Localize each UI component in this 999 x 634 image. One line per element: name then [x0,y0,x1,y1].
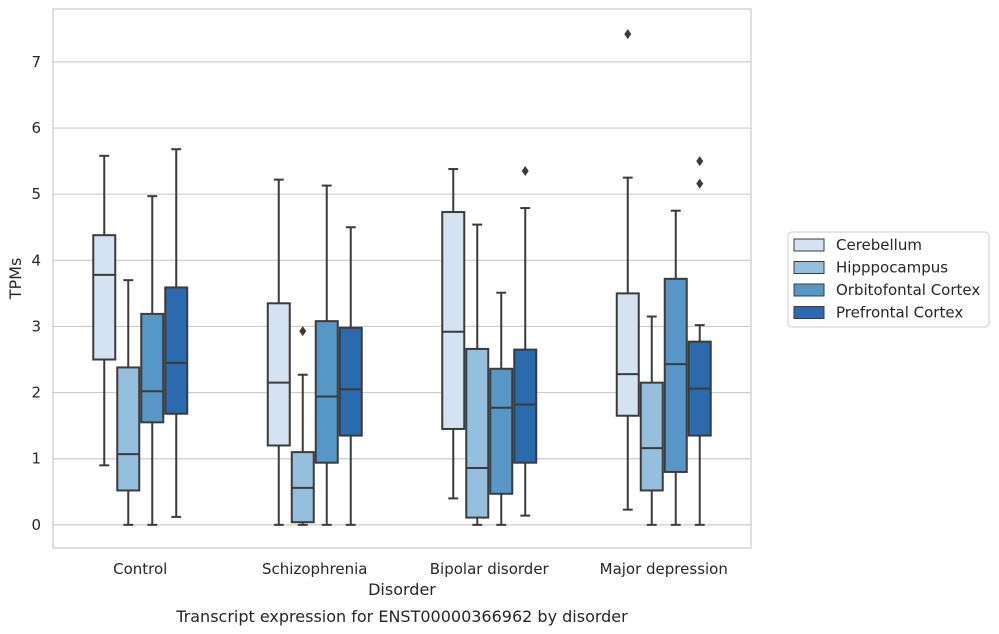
box-body [140,312,165,424]
outlier-point [521,166,529,177]
y-tick-label: 4 [31,251,41,269]
x-axis-label: Disorder [368,580,436,599]
y-tick-label: 0 [31,516,41,534]
y-axis-label: TPMs [6,258,25,301]
box-body [513,348,538,464]
legend-label: Hipppocampus [836,259,948,277]
legend-item: Orbitofontal Cortex [793,281,980,299]
legend-item: Prefrontal Cortex [793,304,963,322]
box-0-3 [615,29,640,511]
box-body [338,326,363,437]
outlier-point [696,156,704,167]
y-tick-label: 3 [31,317,41,335]
box-0-1 [266,178,291,526]
legend-label: Prefrontal Cortex [836,304,963,322]
box-body [266,302,291,447]
legend-frame [787,231,990,328]
box-0-0 [92,154,117,467]
grid-lines [53,61,751,526]
outlier-point [624,29,632,40]
box-body [441,211,466,430]
box-3-3 [687,156,712,526]
legend-swatch [793,261,825,274]
box-2-2 [489,291,514,526]
box-1-0 [116,279,141,526]
legend: Cerebellum Hipppocampus Orbitofontal Corte… [787,231,990,328]
x-tick-label: Major depression [600,560,728,578]
legend-item: Cerebellum [793,236,922,254]
box-body [116,366,141,492]
outlier-point [696,178,704,189]
box-body [314,320,339,464]
x-tick-label: Schizophrenia [262,560,367,578]
box-3-1 [338,226,363,526]
box-1-1 [290,326,315,526]
box-body [639,381,664,492]
legend-swatch [793,283,825,297]
legend-swatch [793,238,825,252]
box-body [465,347,490,519]
legend-item: Hipppocampus [793,259,948,277]
box-2-0 [140,195,165,526]
y-tick-label: 5 [31,185,41,203]
legend-label: Orbitofontal Cortex [836,281,980,299]
y-tick-label: 6 [31,119,41,137]
y-tick-labels: 0 1 2 3 4 5 6 7 [31,53,41,534]
box-2-3 [663,209,688,526]
y-tick-label: 7 [31,53,41,71]
x-tick-labels: Control Schizophrenia Bipolar disorder Majo… [113,560,728,578]
box-3-2 [513,166,538,517]
y-tick-label: 1 [31,450,41,468]
box-1-3 [639,315,664,526]
outlier-point [299,326,307,337]
box-body [92,234,117,361]
box-1-2 [465,223,490,526]
legend-label: Cerebellum [836,236,922,254]
x-tick-label: Bipolar disorder [430,560,550,578]
box-groups [92,29,712,526]
chart-caption: Transcript expression for ENST0000036696… [175,607,628,626]
x-tick-label: Control [113,560,167,578]
box-2-1 [314,184,339,526]
legend-swatch [793,306,825,319]
y-tick-label: 2 [31,384,41,402]
box-body [489,367,514,495]
box-body [615,292,640,417]
box-body [164,286,189,415]
box-3-0 [164,148,189,518]
box-0-2 [441,168,466,500]
box-body [663,277,688,473]
